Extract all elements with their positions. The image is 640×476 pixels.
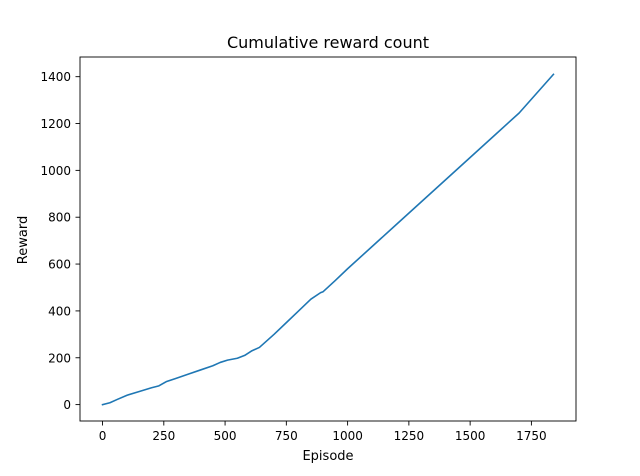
x-tick-label: 1250: [394, 429, 425, 443]
y-tick-label: 1400: [40, 70, 71, 84]
x-tick-label: 1750: [516, 429, 547, 443]
x-tick-label: 250: [152, 429, 175, 443]
series-line-0: [101, 73, 555, 406]
y-tick-label: 400: [48, 304, 71, 318]
axes-frame: [79, 56, 577, 422]
x-tick-label: 750: [275, 429, 298, 443]
x-tick-label: 1000: [332, 429, 363, 443]
x-tick-label: 0: [99, 429, 107, 443]
x-axis-label: Episode: [302, 449, 353, 464]
y-axis-label: Reward: [16, 216, 31, 264]
y-tick-label: 0: [63, 398, 71, 412]
plot-area: 0 250 500 750 1000 1250 1500 1750 0 200 400 600 800 1…: [40, 56, 577, 443]
y-tick-label: 600: [48, 258, 71, 272]
y-tick-label: 1200: [40, 117, 71, 131]
x-tick-label: 1500: [455, 429, 486, 443]
chart-title: Cumulative reward count: [227, 33, 429, 52]
y-tick-label: 200: [48, 351, 71, 365]
x-tick-label: 500: [214, 429, 237, 443]
y-tick-label: 1000: [40, 164, 71, 178]
y-tick-label: 800: [48, 211, 71, 225]
